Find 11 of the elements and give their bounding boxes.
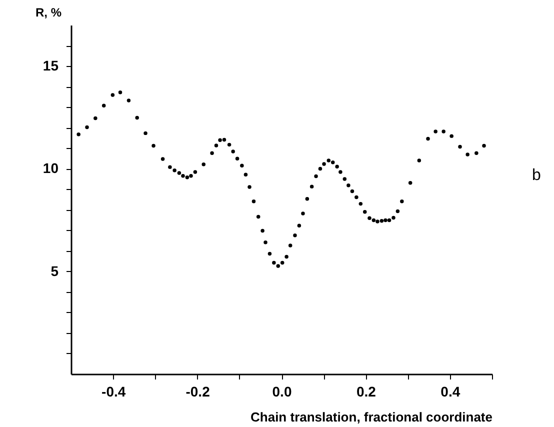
x-tick-label: -0.4 [102,384,126,400]
y-tick-label: 5 [50,262,59,279]
x-axis-title: Chain translation, fractional coordinate [250,410,492,424]
y-tick-label: 15 [42,58,59,74]
x-tick-label: 0.0 [272,384,292,400]
x-tick-label: -0.2 [186,384,210,400]
x-tick-label: 0.2 [356,384,376,400]
x-tick-label: 0.4 [440,384,460,400]
y-axis-title: R, % [36,6,62,20]
text: b [532,167,541,184]
y-tick-label: 10 [42,160,59,176]
